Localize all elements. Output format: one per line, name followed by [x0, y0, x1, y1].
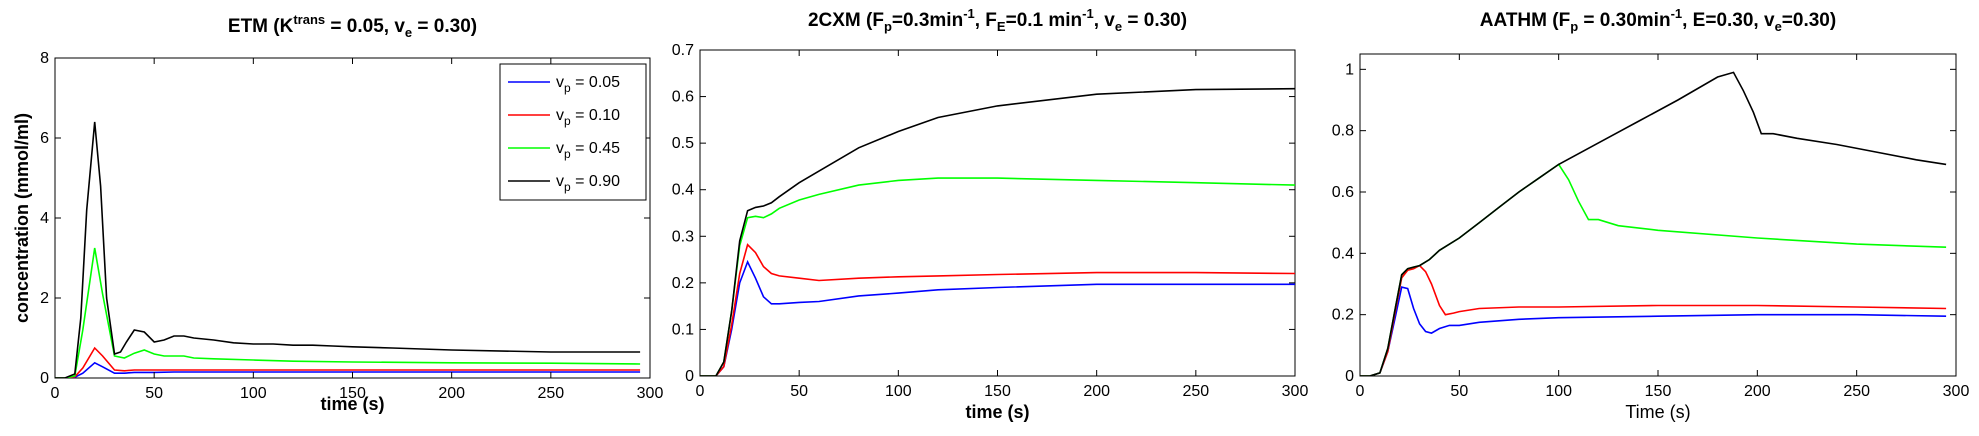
x-tick-label: 150	[984, 383, 1011, 400]
chart-title: ETM (Ktrans = 0.05, ve = 0.30)	[228, 12, 477, 40]
y-tick-label: 0.4	[1332, 245, 1354, 262]
y-tick-label: 0.5	[672, 135, 694, 152]
x-tick-label: 100	[1545, 383, 1572, 400]
series-group	[1360, 71, 1947, 376]
y-tick-label: 0.6	[1332, 184, 1354, 201]
x-tick-label: 100	[885, 383, 912, 400]
legend-entry-label: vp = 0.45	[556, 140, 620, 161]
plot-area	[699, 49, 1296, 377]
y-tick-label: 4	[40, 210, 49, 227]
y-tick-label: 0.2	[1332, 307, 1354, 324]
y-tick-label: 2	[40, 290, 49, 307]
y-tick-label: 0	[1345, 368, 1354, 385]
y-tick-label: 8	[40, 50, 49, 67]
series-line-1	[55, 361, 641, 378]
x-tick-label: 150	[339, 385, 366, 402]
y-tick-label: 0.4	[672, 182, 694, 199]
y-tick-label: 1	[1345, 61, 1354, 78]
x-axis-label: time (s)	[320, 394, 384, 414]
x-tick-label: 0	[51, 385, 60, 402]
y-tick-label: 0.8	[1332, 123, 1354, 140]
x-tick-label: 200	[1744, 383, 1771, 400]
x-tick-label: 300	[1282, 383, 1309, 400]
x-tick-label: 50	[1450, 383, 1468, 400]
series-line-2	[700, 243, 1295, 376]
x-tick-label: 100	[240, 385, 267, 402]
y-tick-label: 0.1	[672, 321, 694, 338]
plot-area	[1359, 53, 1957, 377]
y-tick-label: 0.3	[672, 228, 694, 245]
y-axis-label: concentration (mmol/ml)	[12, 113, 32, 323]
x-tick-label: 300	[1943, 383, 1970, 400]
y-tick-label: 0	[685, 368, 694, 385]
x-tick-label: 250	[537, 385, 564, 402]
legend-entry-label: vp = 0.10	[556, 107, 620, 128]
chart-panel-3: 0 50 100 150 200 250 300 0 0.2 0.4 0.6 0.8 1 AATHM (F…	[1332, 6, 1970, 422]
chart-panel-2: 0 50 100 150 200 250 300 0 0.1 0.2 0.3 0.4 0.5 0.6 0.7…	[672, 6, 1309, 422]
y-tick-label: 0.2	[672, 275, 694, 292]
x-tick-label: 0	[1356, 383, 1365, 400]
series-line-4	[55, 121, 641, 378]
chart-title: 2CXM (Fp=0.3min-1, FE=0.1 min-1, ve = 0.…	[808, 6, 1187, 34]
x-tick-label: 250	[1182, 383, 1209, 400]
x-axis-label: Time (s)	[1625, 402, 1690, 422]
chart-panel-1: 0 50 100 150 200 250 300 0 2 4 6 8 ETM (Ktrans = 0.0…	[12, 12, 663, 414]
series-group	[700, 87, 1295, 376]
x-tick-label: 0	[696, 383, 705, 400]
y-tick-label: 0.6	[672, 89, 694, 106]
x-tick-label: 150	[1645, 383, 1672, 400]
x-tick-label: 200	[438, 385, 465, 402]
series-line-2	[55, 346, 641, 378]
series-group	[55, 121, 641, 378]
y-tick-label: 0.7	[672, 42, 694, 59]
series-line-3	[55, 247, 641, 378]
series-line-1	[700, 259, 1295, 376]
legend-box	[499, 63, 647, 201]
x-tick-label: 250	[1843, 383, 1870, 400]
chart-title: AATHM (Fp = 0.30min-1, E=0.30, ve=0.30)	[1480, 6, 1836, 34]
legend-entry-label: vp = 0.90	[556, 173, 620, 194]
x-axis-label: time (s)	[965, 402, 1029, 422]
x-tick-label: 50	[790, 383, 808, 400]
y-tick-label: 6	[40, 130, 49, 147]
legend-entry-label: vp = 0.05	[556, 74, 620, 95]
series-line-4	[1360, 71, 1947, 376]
x-tick-label: 200	[1083, 383, 1110, 400]
x-tick-label: 50	[145, 385, 163, 402]
x-tick-label: 300	[637, 385, 664, 402]
legend: vp = 0.05 vp = 0.10 vp = 0.45 vp = 0.90	[499, 63, 647, 201]
y-tick-label: 0	[40, 370, 49, 387]
series-line-4	[700, 87, 1295, 376]
